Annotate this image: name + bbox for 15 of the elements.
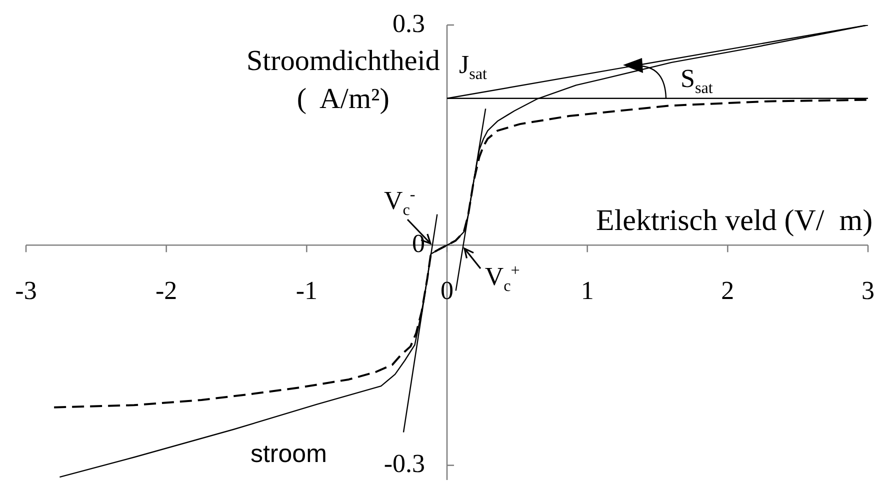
y-tick-label: 0: [412, 228, 425, 258]
x-tick-label: -3: [15, 276, 37, 305]
annotation: S$_{sat}$: [680, 63, 713, 98]
x-tick-label: 2: [721, 276, 734, 305]
x-tick-label: 0: [440, 276, 454, 305]
y-axis-title: Stroomdichtheid ( A/m²): [246, 44, 440, 117]
x-tick-label: 3: [862, 276, 874, 305]
x-tick-label: 1: [580, 276, 594, 305]
series-label: stroom: [250, 440, 327, 470]
y-tick-label: 0.3: [392, 8, 425, 38]
x-axis-title: Elektrisch veld (V/ m): [596, 204, 873, 239]
annotation: J$_{sat}$: [459, 49, 488, 84]
x-tick-label: -2: [155, 276, 178, 305]
x-tick-label: -1: [296, 276, 318, 305]
y-tick-label: -0.3: [384, 449, 425, 478]
